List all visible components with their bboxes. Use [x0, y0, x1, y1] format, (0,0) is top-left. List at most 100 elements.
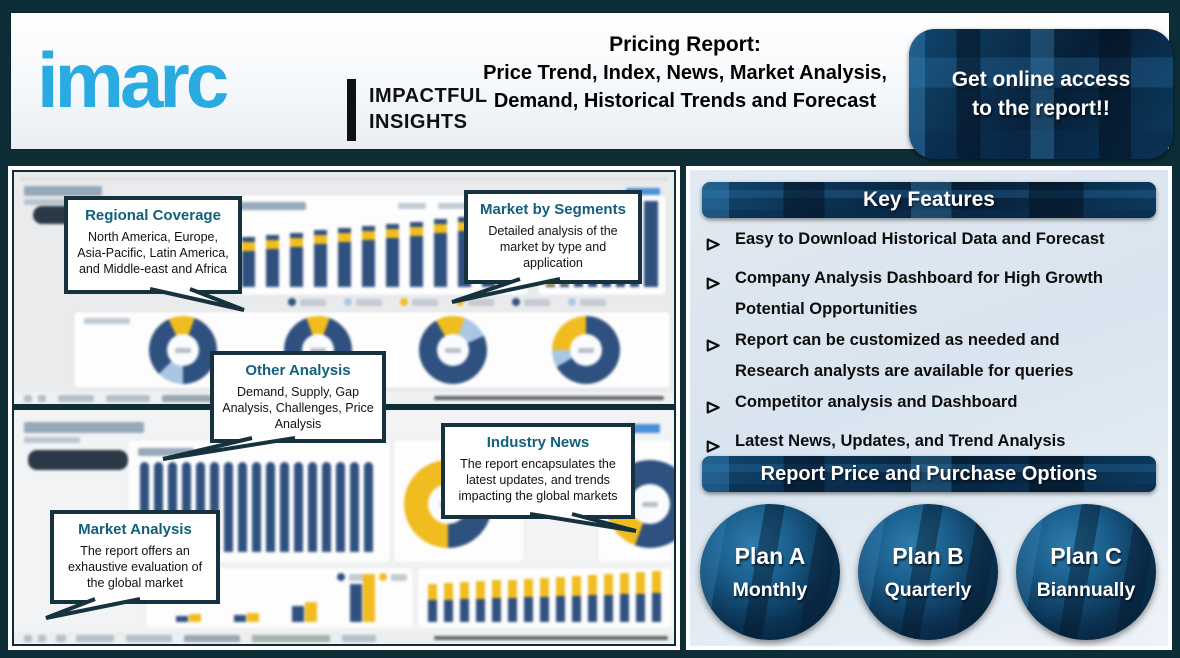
tab — [342, 635, 376, 642]
blurred-label — [398, 203, 426, 209]
key-features-list: Easy to Download Historical Data and For… — [706, 224, 1156, 465]
plan-period: Biannually — [1036, 578, 1136, 601]
dotted-rule — [20, 178, 668, 180]
blurred-subtitle — [24, 437, 80, 443]
callout-title: Other Analysis — [245, 362, 351, 379]
key-features-heading: Key Features — [702, 182, 1156, 218]
callout-body: Demand, Supply, Gap Analysis, Challenges… — [222, 385, 374, 431]
blurred-link — [626, 188, 660, 197]
blurred-title — [24, 422, 144, 433]
legend-item — [400, 298, 438, 306]
arrow-bullet-icon — [706, 426, 722, 465]
tab — [24, 395, 32, 402]
tagline-line1: IMPACTFUL — [369, 85, 488, 107]
logo-divider — [347, 79, 356, 141]
key-features-heading-label: Key Features — [863, 188, 995, 211]
plan-period: Quarterly — [884, 578, 972, 601]
donut-chart — [419, 316, 487, 384]
logo-tagline: IMPACTFUL INSIGHTS — [369, 83, 488, 135]
feature-item: Report can be customized as needed and R… — [706, 325, 1156, 387]
callout-body: Detailed analysis of the market by type … — [488, 224, 618, 270]
arrow-bullet-icon — [706, 325, 722, 387]
tagline-line2: INSIGHTS — [369, 111, 468, 133]
callout-title: Market Analysis — [78, 521, 192, 538]
tab — [252, 635, 330, 642]
blurred-label — [84, 318, 130, 324]
blurred-label — [236, 202, 306, 210]
header-panel: imarc IMPACTFUL INSIGHTS Pricing Report:… — [10, 12, 1173, 159]
arrow-bullet-icon — [706, 224, 722, 263]
report-title-rest: Price Trend, Index, News, Market Analysi… — [483, 62, 887, 112]
filter-pill — [28, 450, 128, 470]
callout-market-by-segments: Market by Segments Detailed analysis of … — [464, 190, 642, 284]
plan-period: Monthly — [732, 578, 808, 601]
grouped-bar — [292, 606, 304, 622]
report-title: Pricing Report: Price Trend, Index, News… — [469, 31, 901, 115]
tab — [106, 395, 150, 402]
callout-regional-coverage: Regional Coverage North America, Europe,… — [64, 196, 242, 294]
callout-other-analysis: Other Analysis Demand, Supply, Gap Analy… — [210, 351, 386, 443]
blurred-label — [138, 448, 194, 456]
tab — [38, 635, 46, 642]
tab — [38, 395, 46, 402]
legend-item — [379, 573, 407, 581]
plan-a-circle[interactable]: Plan A Monthly — [700, 504, 840, 640]
callout-body: The report encapsulates the latest updat… — [458, 457, 618, 503]
tab — [126, 635, 172, 642]
arrow-bullet-icon — [706, 263, 722, 325]
callout-body: The report offers an exhaustive evaluati… — [67, 544, 203, 590]
tab — [162, 395, 222, 402]
report-title-line1: Pricing Report: — [609, 33, 761, 56]
blurred-title — [24, 186, 102, 196]
cta-label: Get online access to the report!! — [951, 68, 1131, 120]
tab — [58, 395, 94, 402]
info-panel: Key Features Easy to Download Historical… — [686, 166, 1172, 650]
callout-title: Market by Segments — [480, 201, 626, 218]
feature-item: Latest News, Updates, and Trend Analysis — [706, 426, 1156, 465]
grouped-bar — [189, 614, 201, 622]
tab — [184, 635, 240, 642]
callout-body: North America, Europe, Asia-Pacific, Lat… — [77, 230, 229, 276]
callout-title: Industry News — [486, 434, 590, 451]
donut-chart — [552, 316, 620, 384]
tab — [56, 635, 66, 642]
tab-strip — [14, 632, 674, 644]
feature-item: Competitor analysis and Dashboard — [706, 387, 1156, 426]
scrollbar — [434, 636, 668, 640]
grouped-bar — [363, 574, 375, 622]
tab — [24, 635, 32, 642]
legend-item — [512, 298, 550, 306]
legend-item — [337, 573, 365, 581]
plan-b-circle[interactable]: Plan B Quarterly — [858, 504, 998, 640]
donut-chart — [149, 316, 217, 384]
grouped-bar — [350, 584, 362, 622]
grouped-bar — [305, 602, 317, 622]
blurred-subtitle — [24, 199, 68, 205]
plan-name: Plan A — [734, 542, 806, 569]
stacked-bar-card — [418, 568, 672, 628]
imarc-logo: imarc — [37, 36, 229, 124]
arrow-bullet-icon — [706, 387, 722, 426]
legend-item — [344, 298, 382, 306]
blurred-link — [626, 424, 660, 433]
tab — [76, 635, 114, 642]
legend-item — [288, 298, 326, 306]
legend-item — [568, 298, 606, 306]
scrollbar — [434, 396, 664, 400]
feature-item: Easy to Download Historical Data and For… — [706, 224, 1156, 263]
callout-title: Regional Coverage — [85, 207, 221, 224]
legend-item — [456, 298, 494, 306]
grouped-bar — [247, 613, 259, 622]
pricing-heading: Report Price and Purchase Options — [702, 456, 1156, 492]
grouped-bar — [176, 616, 188, 622]
tall-column — [644, 201, 658, 287]
plan-c-circle[interactable]: Plan C Biannually — [1016, 504, 1156, 640]
get-online-access-button[interactable]: Get online access to the report!! — [909, 29, 1173, 159]
feature-item: Company Analysis Dashboard for High Grow… — [706, 263, 1156, 325]
grouped-bar — [234, 615, 246, 622]
plan-name: Plan B — [892, 542, 964, 569]
blurred-label — [438, 203, 466, 209]
plan-name: Plan C — [1050, 542, 1122, 569]
pricing-heading-label: Report Price and Purchase Options — [760, 462, 1098, 485]
